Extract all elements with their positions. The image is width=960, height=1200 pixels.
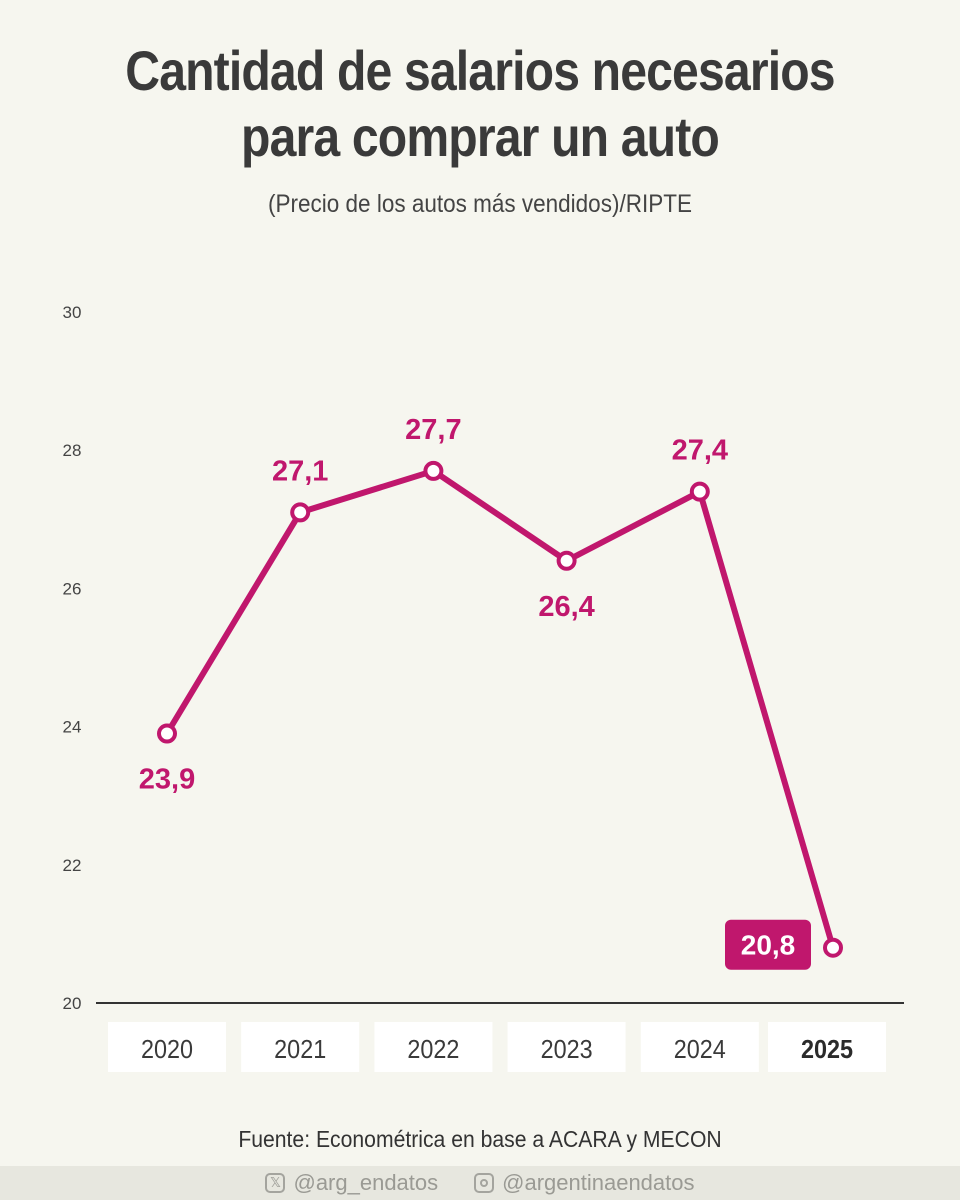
y-tick-label: 28 — [63, 441, 82, 460]
x-category-box — [241, 1022, 360, 1072]
twitter-handle-group[interactable]: 𝕏 @arg_endatos — [265, 1170, 438, 1196]
instagram-handle: @argentinaendatos — [502, 1170, 695, 1195]
data-point — [290, 502, 311, 523]
data-point — [689, 481, 710, 502]
twitter-handle: @arg_endatos — [293, 1170, 439, 1195]
chart-subtitle: (Precio de los autos más vendidos)/RIPTE — [268, 190, 692, 218]
social-footer: 𝕏 @arg_endatos @argentinaendatos — [0, 1166, 960, 1200]
chart-title: Cantidad de salarios necesarios para com… — [67, 38, 893, 170]
x-tick-label: 2020 — [141, 1036, 193, 1064]
series-line — [164, 467, 836, 951]
data-label: 26,4 — [538, 591, 594, 623]
x-category-box — [507, 1022, 626, 1072]
instagram-handle-group[interactable]: @argentinaendatos — [474, 1170, 695, 1196]
data-point — [157, 723, 177, 744]
x-tick-label: 2022 — [407, 1036, 459, 1064]
x-category-box — [640, 1022, 759, 1072]
x-tick-label: 2025 — [801, 1036, 853, 1064]
y-tick-label: 22 — [63, 856, 82, 875]
data-point — [556, 550, 577, 571]
x-tick-label: 2024 — [674, 1036, 726, 1064]
y-tick-label: 30 — [63, 303, 82, 322]
title-line-2: para comprar un auto — [241, 105, 720, 168]
data-label: 20,8 — [741, 930, 796, 961]
x-category-box — [374, 1022, 493, 1072]
instagram-icon — [474, 1173, 495, 1193]
y-tick-label: 20 — [63, 994, 82, 1013]
data-label: 23,9 — [139, 764, 195, 796]
data-point — [423, 460, 444, 481]
data-point — [823, 937, 843, 958]
y-tick-label: 24 — [63, 718, 82, 737]
data-label: 27,4 — [672, 435, 728, 467]
data-label: 27,1 — [272, 455, 328, 487]
data-label: 27,7 — [405, 414, 461, 446]
x-category-box — [108, 1022, 226, 1072]
source-note: Fuente: Econométrica en base a ACARA y M… — [238, 1126, 722, 1152]
highlight-label-box — [725, 919, 811, 970]
x-tick-label: 2023 — [541, 1036, 593, 1064]
x-logo-icon: 𝕏 — [265, 1173, 286, 1193]
x-tick-label: 2021 — [274, 1036, 326, 1064]
y-tick-label: 26 — [63, 579, 82, 598]
title-line-1: Cantidad de salarios necesarios — [125, 39, 835, 102]
x-category-box — [768, 1022, 886, 1072]
